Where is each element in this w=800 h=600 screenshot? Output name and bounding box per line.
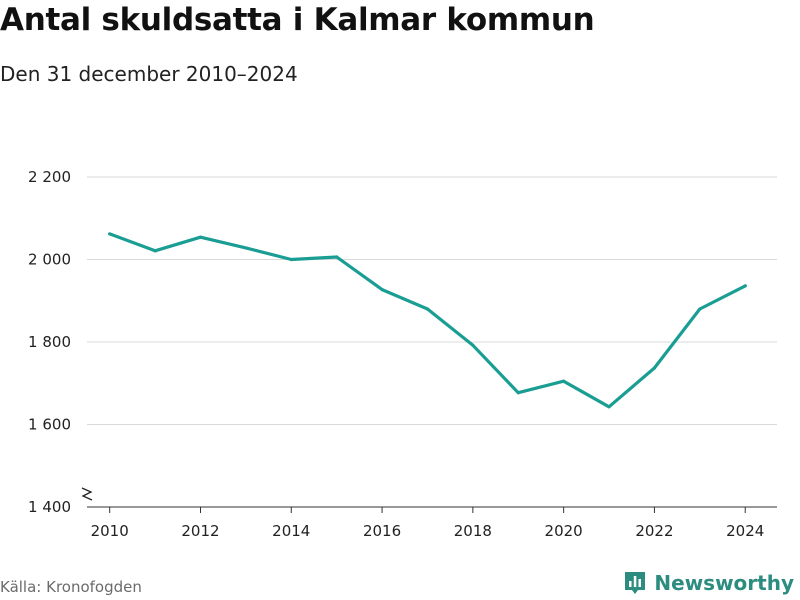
data-point [743,284,747,288]
data-point [244,246,248,250]
bar-chart-icon [625,572,646,594]
data-point [652,366,657,370]
x-axis [81,487,777,513]
x-tick-label: 2018 [454,522,492,540]
y-tick-label: 1 800 [28,333,71,351]
data-point [698,307,702,311]
x-tick-label: 2024 [726,522,764,540]
data-point [289,257,293,262]
chart-subtitle: Den 31 december 2010–2024 [0,62,298,86]
brand-logo: Newsworthy [623,570,794,596]
series-layer [108,232,747,409]
x-tick-label: 2022 [635,522,673,540]
y-tick-label: 1 600 [28,416,71,434]
chart-title: Antal skuldsatta i Kalmar kommun [0,2,595,38]
brand-name: Newsworthy [654,571,794,595]
data-point [607,405,611,409]
x-tick-label: 2010 [91,522,129,540]
gridlines [87,176,777,425]
y-tick-label: 1 400 [28,498,71,516]
data-point [562,379,566,383]
data-point [516,391,520,395]
x-axis-labels: 2010 2012 2014 2016 2018 2020 2022 2024 [91,522,765,540]
data-point [198,235,203,239]
x-tick-label: 2012 [181,522,219,540]
x-tick-label: 2016 [363,522,401,540]
data-point [335,255,339,259]
data-point [108,232,112,236]
y-tick-label: 2 000 [28,251,71,269]
x-tick-label: 2020 [545,522,583,540]
y-axis-labels: 1 400 1 600 1 800 2 000 2 200 [28,168,71,516]
data-point [380,288,384,292]
axis-break-icon [81,487,93,501]
data-point [153,249,157,253]
data-point [471,343,475,347]
source-note: Källa: Kronofogden [0,578,142,596]
x-tick-label: 2014 [272,522,310,540]
y-tick-label: 2 200 [28,168,71,186]
data-point [425,307,430,311]
